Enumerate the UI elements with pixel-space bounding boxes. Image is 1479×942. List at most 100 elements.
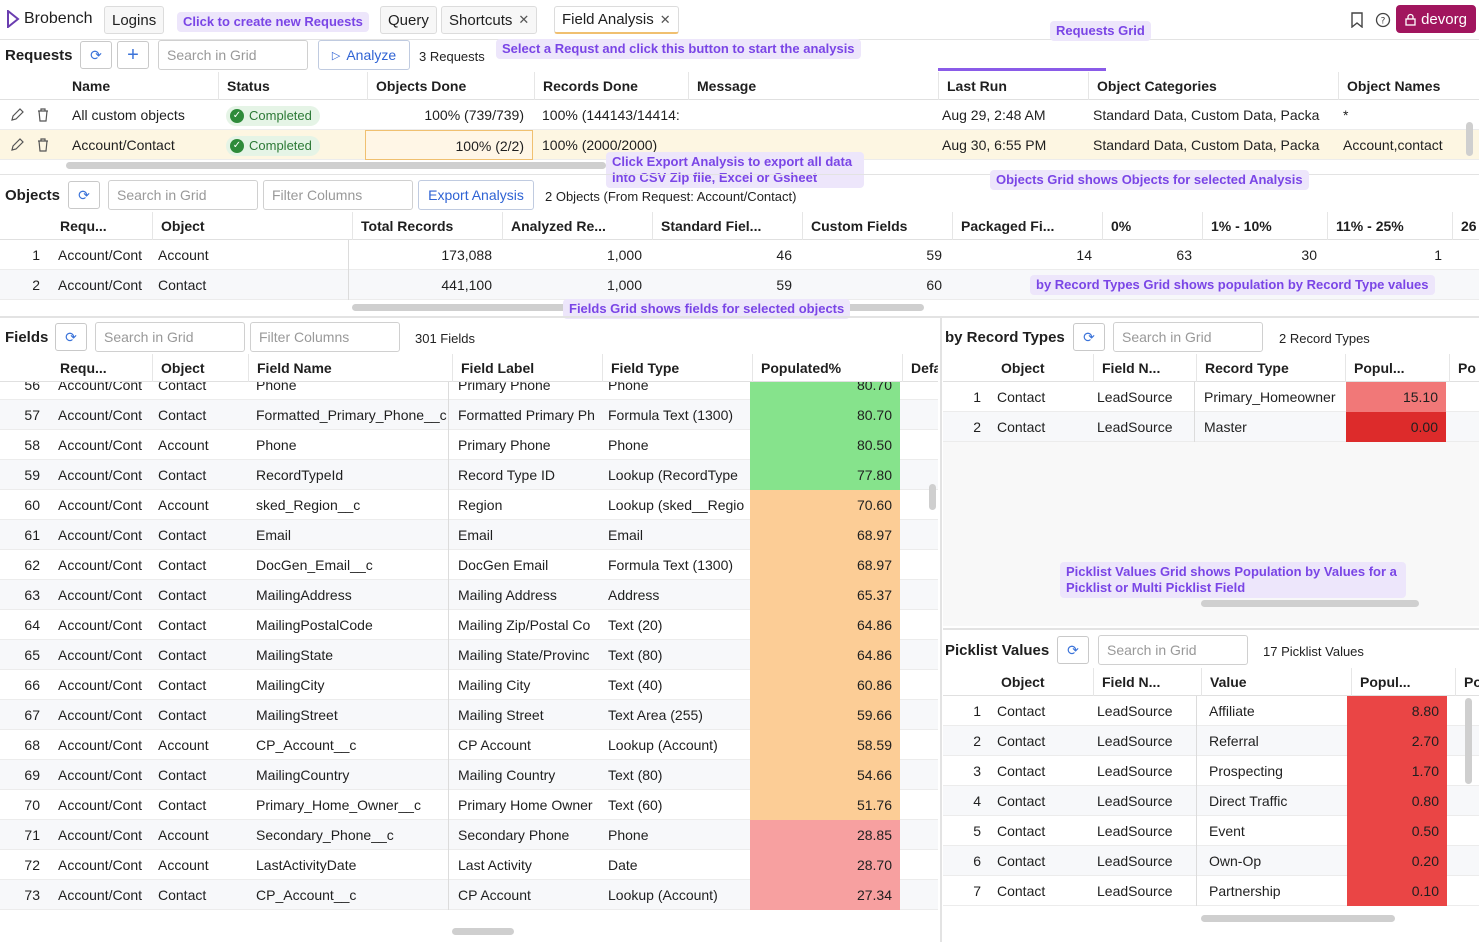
table-row[interactable]: 65 Account/Cont Contact MailingState Mailing… [0, 640, 938, 670]
table-row[interactable]: 66 Account/Cont Contact MailingCity Mailing … [0, 670, 938, 700]
table-row[interactable]: 71 Account/Cont Account Secondary_Phone__c S… [0, 820, 938, 850]
table-row[interactable]: 2 Contact LeadSource Referral 2.70 [943, 726, 1479, 756]
col-header[interactable]: Object [152, 212, 348, 240]
col-header[interactable]: Popul... [1345, 354, 1445, 382]
table-row[interactable]: 73 Account/Cont Contact CP_Account__c CP Acc… [0, 880, 938, 910]
table-row[interactable]: 1 Account/Cont Account 173,088 1,000 46 … [0, 240, 1479, 270]
tab-field-analysis[interactable]: Field Analysis ✕ [554, 6, 679, 34]
table-row[interactable]: 64 Account/Cont Contact MailingPostalCode Ma… [0, 610, 938, 640]
export-analysis-button[interactable]: Export Analysis [418, 180, 534, 210]
col-header[interactable]: Requ... [60, 218, 107, 234]
fields-vscrollbar[interactable] [929, 484, 936, 510]
col-header[interactable]: Standard Fiel... [652, 212, 800, 240]
table-row[interactable]: 7 Contact LeadSource Partnership 0.10 [943, 876, 1479, 906]
close-icon[interactable]: ✕ [518, 12, 530, 27]
col-header[interactable]: Field Name [248, 354, 448, 382]
bookmark-icon[interactable] [1350, 12, 1364, 28]
fields-filter-input[interactable]: Filter Columns [250, 322, 400, 352]
table-row[interactable]: All custom objects ✓ Completed 100% (739/… [0, 100, 1479, 130]
table-row[interactable]: 3 Contact LeadSource Prospecting 1.70 [943, 756, 1479, 786]
table-row[interactable]: 59 Account/Cont Contact RecordTypeId Record … [0, 460, 938, 490]
col-header[interactable]: Value [1201, 668, 1349, 696]
record-types-hscrollbar[interactable] [1201, 600, 1419, 607]
col-header[interactable]: Message [688, 72, 936, 100]
col-header[interactable]: Field Type [602, 354, 750, 382]
fields-search-input[interactable]: Search in Grid [95, 322, 245, 352]
col-header[interactable]: 26 [1452, 212, 1479, 240]
tab-query[interactable]: Query [380, 6, 437, 34]
table-row[interactable]: 67 Account/Cont Contact MailingStreet Mailin… [0, 700, 938, 730]
table-row[interactable]: 58 Account/Cont Account Phone Primary Phone P… [0, 430, 938, 460]
analyze-button[interactable]: ▷ Analyze [318, 40, 410, 70]
col-header[interactable]: 1% - 10% [1202, 212, 1327, 240]
edit-icon[interactable] [9, 107, 25, 126]
col-header[interactable]: Custom Fields [802, 212, 950, 240]
pane-splitter[interactable] [940, 318, 942, 942]
picklist-vscrollbar[interactable] [1465, 698, 1472, 784]
picklist-search-input[interactable]: Search in Grid [1098, 635, 1248, 665]
tab-shortcuts[interactable]: Shortcuts ✕ [441, 6, 538, 34]
table-row[interactable]: 2 Contact LeadSource Master 0.00 [943, 412, 1479, 442]
col-header[interactable]: Last Run [938, 72, 1084, 100]
requests-search-input[interactable]: Search in Grid [158, 40, 308, 70]
col-header[interactable]: Requ... [60, 360, 107, 376]
refresh-button[interactable]: ⟳ [55, 323, 87, 351]
picklist-hscrollbar[interactable] [1201, 915, 1395, 922]
fields-hscrollbar[interactable] [452, 928, 514, 935]
col-header[interactable]: Object Names [1338, 72, 1479, 100]
col-header[interactable]: Po [1449, 354, 1479, 382]
table-row[interactable]: 63 Account/Cont Contact MailingAddress Maili… [0, 580, 938, 610]
col-header[interactable]: Field Label [452, 354, 600, 382]
org-button[interactable]: devorg [1396, 5, 1476, 33]
table-row[interactable]: 4 Contact LeadSource Direct Traffic 0.80 [943, 786, 1479, 816]
close-icon[interactable]: ✕ [659, 11, 671, 27]
objects-search-input[interactable]: Search in Grid [108, 180, 258, 210]
col-header[interactable]: Packaged Fi... [952, 212, 1100, 240]
col-header[interactable]: Object [1001, 674, 1045, 690]
requests-vscrollbar[interactable] [1466, 122, 1473, 156]
delete-icon[interactable] [36, 137, 50, 156]
record-types-search-input[interactable]: Search in Grid [1113, 322, 1263, 352]
col-header[interactable]: Defa [902, 354, 938, 382]
col-header[interactable]: Object [1001, 360, 1045, 376]
table-row[interactable]: 1 Contact LeadSource Affiliate 8.80 [943, 696, 1479, 726]
table-row[interactable]: 61 Account/Cont Contact Email Email Email 68.9… [0, 520, 938, 550]
col-header[interactable]: Po [1455, 668, 1479, 696]
col-header[interactable]: Records Done [534, 72, 688, 100]
table-row[interactable]: 72 Account/Cont Account LastActivityDate Las… [0, 850, 938, 880]
table-row[interactable]: 6 Contact LeadSource Own-Op 0.20 [943, 846, 1479, 876]
refresh-button[interactable]: ⟳ [68, 181, 100, 209]
col-header[interactable]: Populated% [752, 354, 900, 382]
col-header[interactable]: Record Type [1196, 354, 1344, 382]
refresh-button[interactable]: ⟳ [80, 41, 112, 69]
refresh-button[interactable]: ⟳ [1073, 323, 1105, 351]
objects-filter-input[interactable]: Filter Columns [263, 180, 413, 210]
col-header[interactable]: 11% - 25% [1327, 212, 1452, 240]
col-header[interactable]: 0% [1102, 212, 1200, 240]
delete-icon[interactable] [36, 107, 50, 126]
col-header[interactable]: Total Records [352, 212, 500, 240]
table-row[interactable]: 57 Account/Cont Contact Formatted_Primary_P… [0, 400, 938, 430]
table-row[interactable]: 56 Account/Cont Contact Phone Primary Phone P… [0, 370, 938, 400]
tab-logins[interactable]: Logins [104, 6, 165, 34]
col-header[interactable]: Popul... [1351, 668, 1451, 696]
col-header[interactable]: Name [72, 78, 111, 94]
table-row[interactable]: 1 Contact LeadSource Primary_Homeowner 1… [943, 382, 1479, 412]
table-row[interactable]: 5 Contact LeadSource Event 0.50 [943, 816, 1479, 846]
table-row[interactable]: 70 Account/Cont Contact Primary_Home_Owner_… [0, 790, 938, 820]
col-header[interactable]: Objects Done [367, 72, 532, 100]
col-header[interactable]: Status [218, 72, 363, 100]
objects-done[interactable]: 100% (2/2) [365, 130, 533, 160]
help-icon[interactable]: ? [1375, 12, 1391, 28]
requests-hscrollbar[interactable] [66, 162, 606, 169]
refresh-button[interactable]: ⟳ [1057, 636, 1089, 664]
table-row[interactable]: 60 Account/Cont Account sked_Region__c Regio… [0, 490, 938, 520]
table-row[interactable]: 69 Account/Cont Contact MailingCountry Maili… [0, 760, 938, 790]
add-request-button[interactable]: + [117, 41, 149, 69]
table-row[interactable]: 68 Account/Cont Account CP_Account__c CP Acc… [0, 730, 938, 760]
table-row[interactable]: 62 Account/Cont Contact DocGen_Email__c DocG… [0, 550, 938, 580]
col-header[interactable]: Analyzed Re... [502, 212, 650, 240]
col-header[interactable]: Object [152, 354, 248, 382]
edit-icon[interactable] [9, 137, 25, 156]
col-header[interactable]: Object Categories [1088, 72, 1336, 100]
